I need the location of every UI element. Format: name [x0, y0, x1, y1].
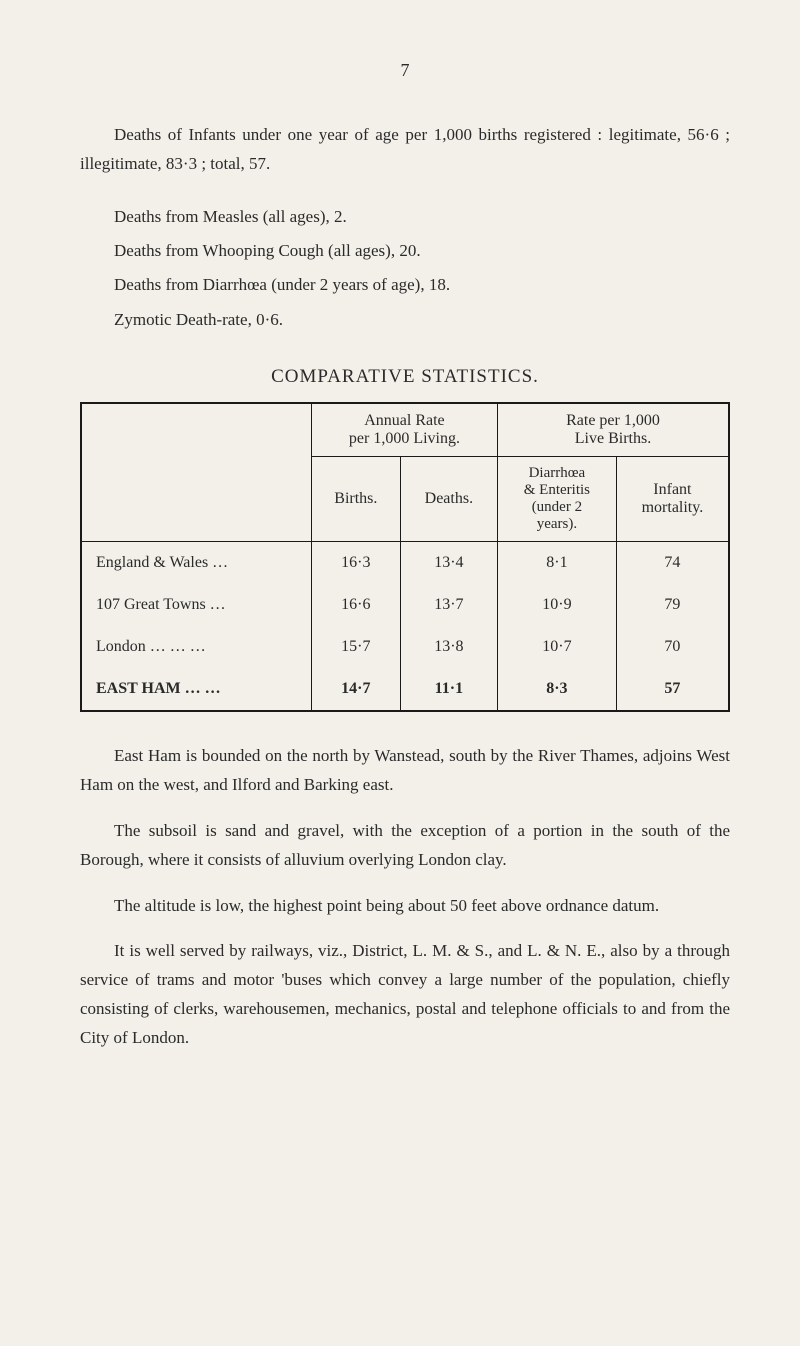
body-paragraph: The subsoil is sand and gravel, with the…: [80, 817, 730, 875]
page-number: 7: [80, 60, 730, 81]
table-cell: 79: [616, 584, 729, 626]
table-cell: 16·6: [311, 584, 400, 626]
table-group-header-1: Annual Rate per 1,000 Living.: [311, 403, 497, 457]
body-paragraph: It is well served by railways, viz., Dis…: [80, 937, 730, 1053]
table-row-label: London … … …: [81, 626, 311, 668]
table-cell: 57: [616, 668, 729, 711]
body-paragraph: The altitude is low, the highest point b…: [80, 892, 730, 921]
table-cell: 8·3: [497, 668, 616, 711]
document-page: 7 Deaths of Infants under one year of ag…: [0, 0, 800, 1105]
table-group-header-2: Rate per 1,000 Live Births.: [497, 403, 729, 457]
table-cell: 70: [616, 626, 729, 668]
col-births: Births.: [311, 456, 400, 541]
table-row-label: England & Wales …: [81, 541, 311, 584]
list-item: Deaths from Diarrhœa (under 2 years of a…: [114, 269, 730, 301]
table-cell: 15·7: [311, 626, 400, 668]
col-deaths: Deaths.: [400, 456, 497, 541]
table-cell: 10·9: [497, 584, 616, 626]
table-cell: 8·1: [497, 541, 616, 584]
table-cell: 16·3: [311, 541, 400, 584]
table-cell: 11·1: [400, 668, 497, 711]
section-title: COMPARATIVE STATISTICS.: [80, 366, 730, 388]
table-header-blank: [81, 456, 311, 541]
body-text: East Ham is bounded on the north by Wans…: [80, 742, 730, 1053]
list-item: Deaths from Whooping Cough (all ages), 2…: [114, 235, 730, 267]
col-infant: Infant mortality.: [616, 456, 729, 541]
table-cell: 13·8: [400, 626, 497, 668]
table-row-label: EAST HAM … …: [81, 668, 311, 711]
intro-paragraph: Deaths of Infants under one year of age …: [80, 121, 730, 179]
table-cell: 10·7: [497, 626, 616, 668]
body-paragraph: East Ham is bounded on the north by Wans…: [80, 742, 730, 800]
table-row-label: 107 Great Towns …: [81, 584, 311, 626]
table-header-blank: [81, 403, 311, 457]
list-item: Deaths from Measles (all ages), 2.: [114, 201, 730, 233]
col-diarrhoea: Diarrhœa & Enteritis (under 2 years).: [497, 456, 616, 541]
comparative-statistics-table: Annual Rate per 1,000 Living. Rate per 1…: [80, 402, 730, 712]
table-cell: 74: [616, 541, 729, 584]
table-cell: 13·4: [400, 541, 497, 584]
table-cell: 14·7: [311, 668, 400, 711]
list-item: Zymotic Death-rate, 0·6.: [114, 304, 730, 336]
table-cell: 13·7: [400, 584, 497, 626]
